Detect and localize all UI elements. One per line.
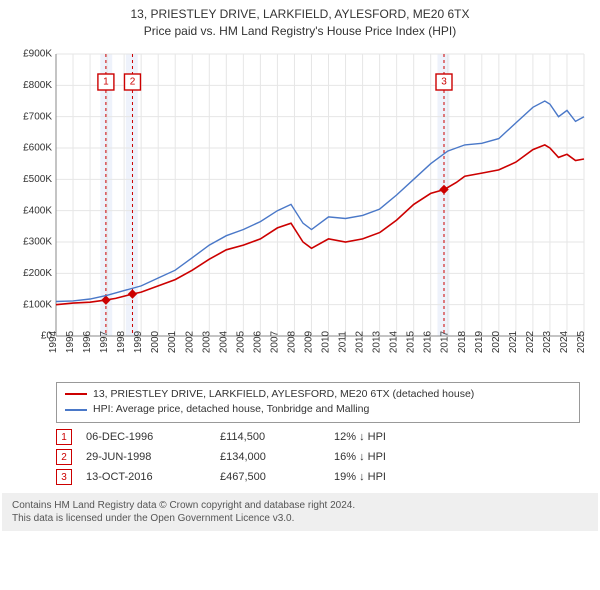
page-container: 13, PRIESTLEY DRIVE, LARKFIELD, AYLESFOR… xyxy=(0,0,600,531)
svg-text:2008: 2008 xyxy=(286,330,297,353)
sale-row: 2 29-JUN-1998 £134,000 16% ↓ HPI xyxy=(56,447,580,467)
line-chart: £0£100K£200K£300K£400K£500K£600K£700K£80… xyxy=(8,46,592,376)
sale-diff: 19% ↓ HPI xyxy=(334,471,454,483)
svg-text:2014: 2014 xyxy=(389,330,400,353)
title-address: 13, PRIESTLEY DRIVE, LARKFIELD, AYLESFOR… xyxy=(10,6,590,23)
svg-text:2025: 2025 xyxy=(576,330,587,353)
svg-text:2010: 2010 xyxy=(321,330,332,353)
svg-text:2007: 2007 xyxy=(269,330,280,353)
svg-text:2009: 2009 xyxy=(303,330,314,353)
svg-text:2001: 2001 xyxy=(167,330,178,353)
svg-text:£400K: £400K xyxy=(23,205,52,216)
svg-text:£600K: £600K xyxy=(23,142,52,153)
svg-text:2006: 2006 xyxy=(252,330,263,353)
svg-text:2011: 2011 xyxy=(338,330,349,352)
svg-text:£700K: £700K xyxy=(23,111,52,122)
svg-text:1995: 1995 xyxy=(65,330,76,353)
legend-swatch xyxy=(65,409,87,411)
svg-text:2004: 2004 xyxy=(218,330,229,353)
legend: 13, PRIESTLEY DRIVE, LARKFIELD, AYLESFOR… xyxy=(56,382,580,424)
svg-text:1996: 1996 xyxy=(82,330,93,353)
svg-text:£200K: £200K xyxy=(23,268,52,279)
sale-marker: 3 xyxy=(56,469,72,485)
svg-text:£300K: £300K xyxy=(23,236,52,247)
svg-text:2012: 2012 xyxy=(355,330,366,353)
svg-text:2002: 2002 xyxy=(184,330,195,353)
chart-titles: 13, PRIESTLEY DRIVE, LARKFIELD, AYLESFOR… xyxy=(0,0,600,42)
svg-text:2022: 2022 xyxy=(525,330,536,353)
svg-text:1994: 1994 xyxy=(48,330,59,353)
svg-text:1999: 1999 xyxy=(133,330,144,353)
sales-table: 1 06-DEC-1996 £114,500 12% ↓ HPI 2 29-JUN-199… xyxy=(56,427,580,487)
footer-line2: This data is licensed under the Open Gov… xyxy=(12,512,588,525)
svg-text:£100K: £100K xyxy=(23,299,52,310)
chart-area: £0£100K£200K£300K£400K£500K£600K£700K£80… xyxy=(0,42,600,376)
sale-date: 29-JUN-1998 xyxy=(86,451,206,463)
svg-text:£800K: £800K xyxy=(23,80,52,91)
svg-text:2013: 2013 xyxy=(372,330,383,353)
svg-text:1997: 1997 xyxy=(99,330,110,353)
sale-price: £134,000 xyxy=(220,451,320,463)
legend-row: 13, PRIESTLEY DRIVE, LARKFIELD, AYLESFOR… xyxy=(65,387,571,403)
svg-text:2020: 2020 xyxy=(491,330,502,353)
sale-date: 06-DEC-1996 xyxy=(86,431,206,443)
svg-text:2019: 2019 xyxy=(474,330,485,353)
svg-text:2016: 2016 xyxy=(423,330,434,353)
svg-text:3: 3 xyxy=(441,76,447,87)
legend-label: HPI: Average price, detached house, Tonb… xyxy=(93,402,369,418)
sale-price: £114,500 xyxy=(220,431,320,443)
svg-text:2005: 2005 xyxy=(235,330,246,353)
svg-text:2: 2 xyxy=(130,76,136,87)
svg-text:2018: 2018 xyxy=(457,330,468,353)
sale-diff: 12% ↓ HPI xyxy=(334,431,454,443)
sale-diff: 16% ↓ HPI xyxy=(334,451,454,463)
svg-text:2000: 2000 xyxy=(150,330,161,353)
sale-date: 13-OCT-2016 xyxy=(86,471,206,483)
svg-text:1998: 1998 xyxy=(116,330,127,353)
legend-swatch xyxy=(65,393,87,395)
footer-attribution: Contains HM Land Registry data © Crown c… xyxy=(2,493,598,531)
legend-label: 13, PRIESTLEY DRIVE, LARKFIELD, AYLESFOR… xyxy=(93,387,474,403)
svg-text:2024: 2024 xyxy=(559,330,570,353)
svg-text:2023: 2023 xyxy=(542,330,553,353)
title-subtitle: Price paid vs. HM Land Registry's House … xyxy=(10,23,590,40)
footer-line1: Contains HM Land Registry data © Crown c… xyxy=(12,499,588,512)
sale-marker: 2 xyxy=(56,449,72,465)
svg-text:2017: 2017 xyxy=(440,330,451,353)
svg-text:2015: 2015 xyxy=(406,330,417,353)
svg-text:2021: 2021 xyxy=(508,330,519,353)
sale-price: £467,500 xyxy=(220,471,320,483)
legend-row: HPI: Average price, detached house, Tonb… xyxy=(65,402,571,418)
svg-text:2003: 2003 xyxy=(201,330,212,353)
svg-text:£500K: £500K xyxy=(23,174,52,185)
svg-text:1: 1 xyxy=(103,76,109,87)
sale-marker: 1 xyxy=(56,429,72,445)
svg-text:£900K: £900K xyxy=(23,48,52,59)
sale-row: 3 13-OCT-2016 £467,500 19% ↓ HPI xyxy=(56,467,580,487)
sale-row: 1 06-DEC-1996 £114,500 12% ↓ HPI xyxy=(56,427,580,447)
